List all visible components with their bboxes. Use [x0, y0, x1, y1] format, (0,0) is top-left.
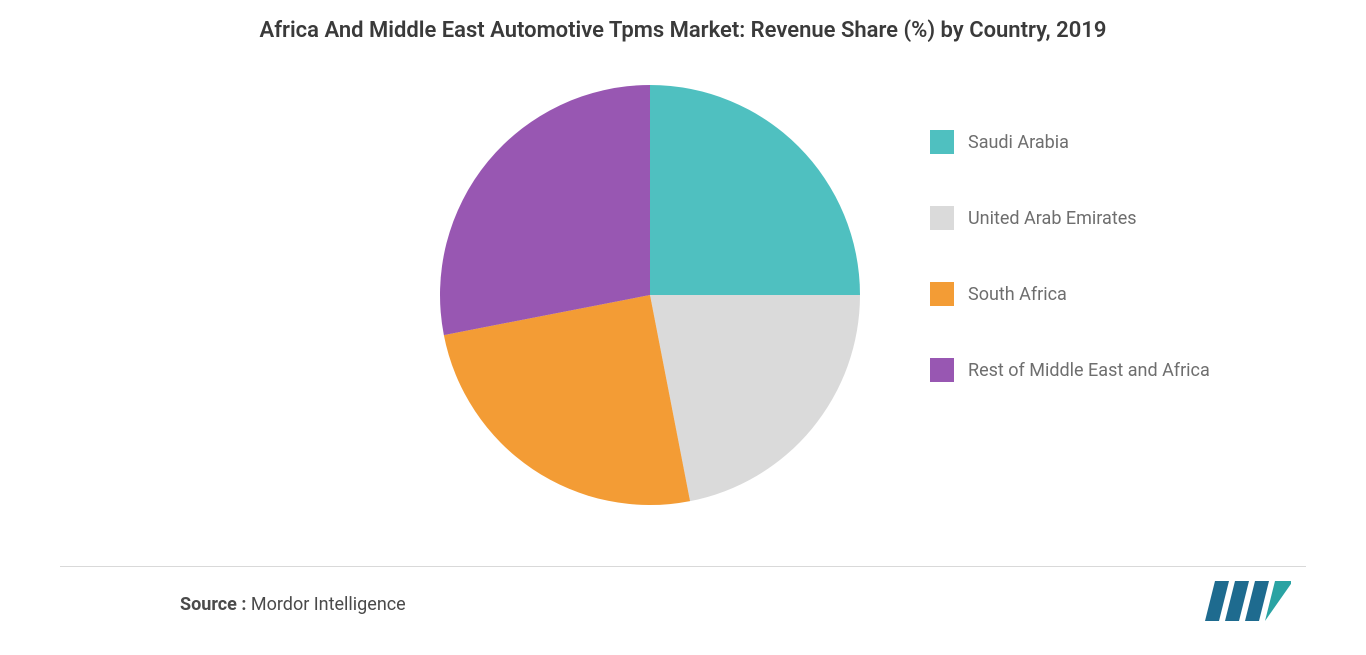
legend-swatch	[930, 282, 954, 306]
legend-label: South Africa	[968, 284, 1067, 305]
legend-label: Rest of Middle East and Africa	[968, 360, 1210, 381]
pie-slice	[440, 85, 650, 335]
legend: Saudi Arabia United Arab Emirates South …	[930, 130, 1210, 382]
page-title: Africa And Middle East Automotive Tpms M…	[0, 18, 1366, 43]
brand-logo	[1201, 577, 1291, 625]
logo-icon	[1201, 577, 1291, 625]
legend-item: Saudi Arabia	[930, 130, 1210, 154]
source-label: Source :	[180, 594, 251, 615]
pie-svg	[430, 75, 870, 515]
legend-item: Rest of Middle East and Africa	[930, 358, 1210, 382]
source-line: Source : Mordor Intelligence	[180, 594, 406, 615]
pie-slice	[650, 85, 860, 295]
legend-item: South Africa	[930, 282, 1210, 306]
logo-bar	[1245, 581, 1269, 621]
logo-bar	[1205, 581, 1229, 621]
legend-label: Saudi Arabia	[968, 132, 1069, 153]
legend-label: United Arab Emirates	[968, 208, 1137, 229]
legend-swatch	[930, 358, 954, 382]
logo-accent	[1265, 581, 1291, 621]
legend-swatch	[930, 130, 954, 154]
logo-bar	[1225, 581, 1249, 621]
legend-item: United Arab Emirates	[930, 206, 1210, 230]
source-value: Mordor Intelligence	[251, 594, 406, 615]
legend-swatch	[930, 206, 954, 230]
pie-chart	[430, 75, 870, 515]
divider	[60, 566, 1306, 567]
